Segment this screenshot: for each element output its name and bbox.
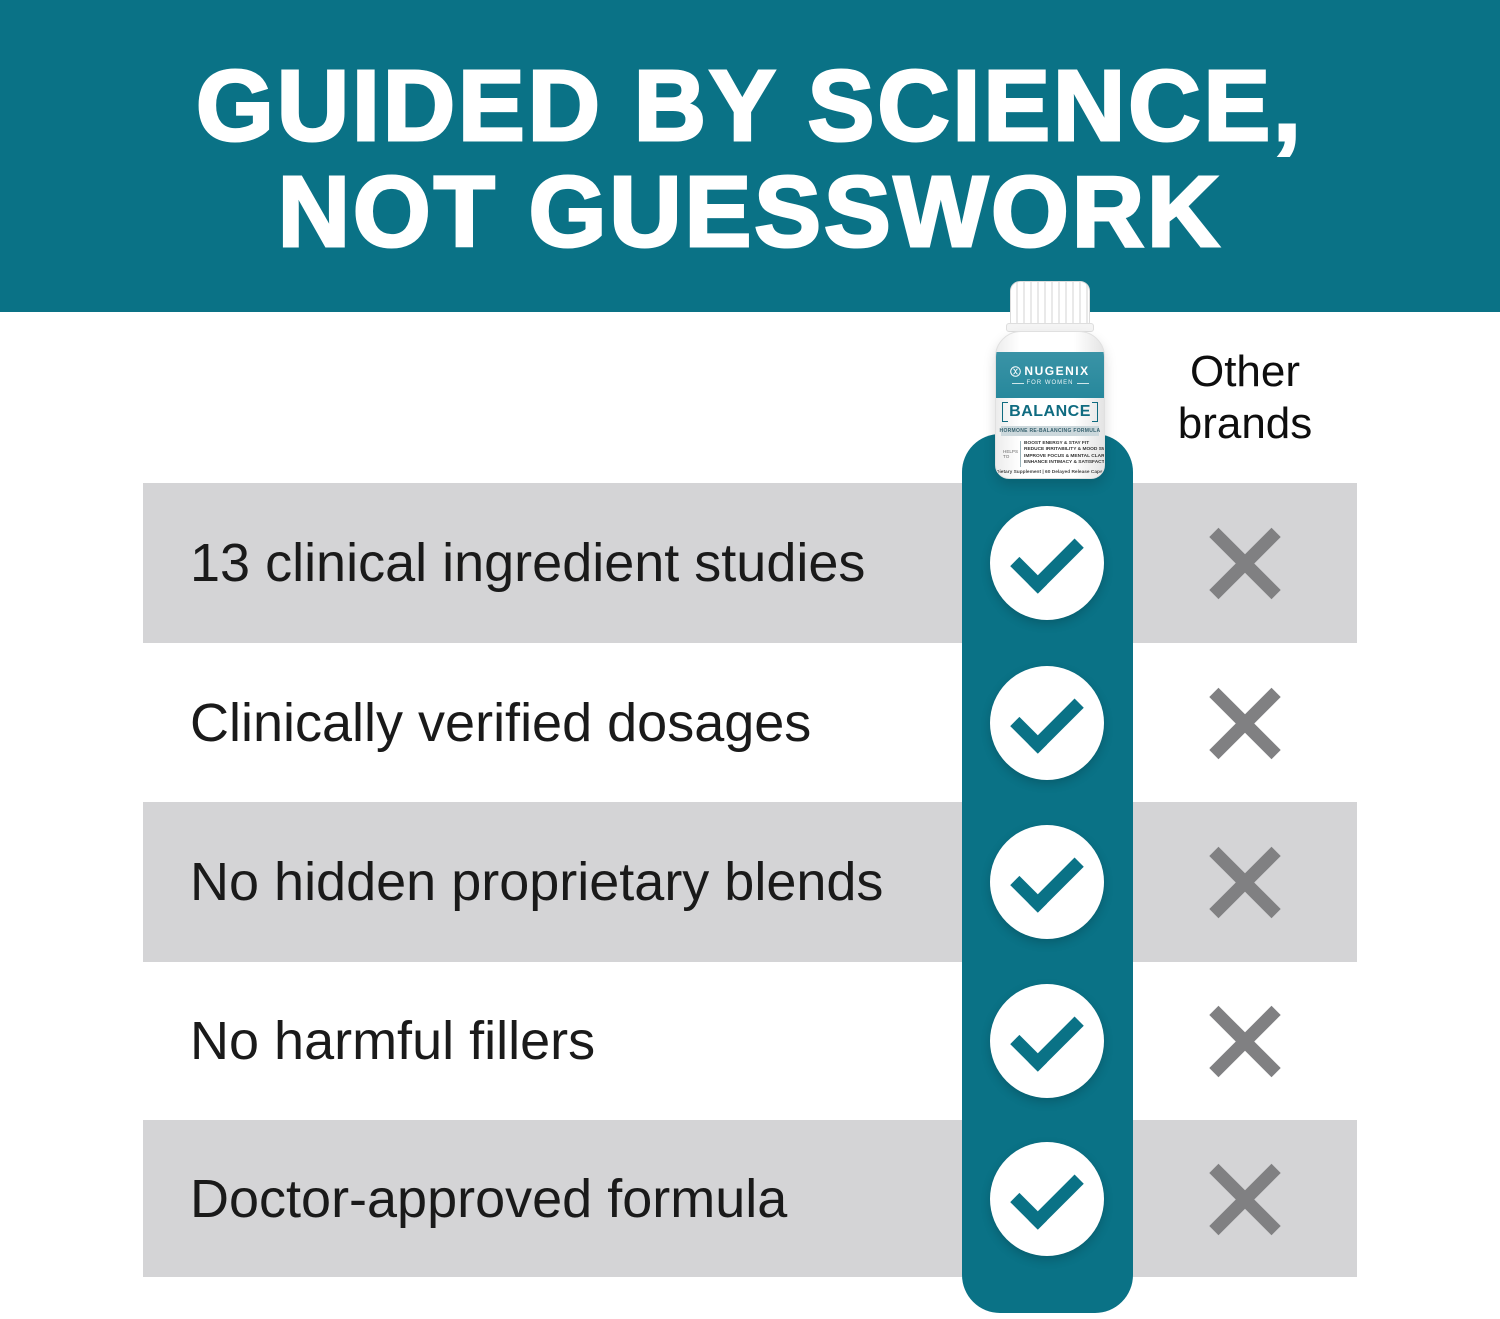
x-icon [1213,1167,1277,1231]
comparison-row: 13 clinical ingredient studies [143,483,1357,643]
nugenix-logo-icon [1010,365,1022,377]
supplement-facts-line: Dietary Supplement | 60 Delayed Release … [996,470,1105,475]
benefit-item: ENHANCE INTIMACY & SATISFACTION [1024,460,1105,466]
row-label: 13 clinical ingredient studies [190,533,866,593]
bottle-body: NUGENIX FOR WOMEN BALANCE HORMONE RE-BAL… [995,331,1105,479]
tick-glyph [1010,997,1084,1072]
x-icon [1213,691,1277,755]
dash-decoration [1076,382,1089,384]
headline-line-2: NOT GUESSWORK [276,156,1223,268]
benefit-item: REDUCE IRRITABILITY & MOOD SWINGS [1024,447,1104,453]
other-brands-label: Other brands [1177,347,1313,448]
tick-glyph [1010,838,1084,913]
product-bottle: NUGENIX FOR WOMEN BALANCE HORMONE RE-BAL… [995,281,1105,479]
row-label: Clinically verified dosages [190,692,812,753]
tick-glyph [1010,519,1084,594]
row-label: Doctor-approved formula [190,1168,788,1229]
comparison-row: No harmful fillers [143,962,1357,1120]
dash-decoration [1011,382,1024,384]
row-label: No hidden proprietary blends [190,852,884,912]
benefit-item: IMPROVE FOCUS & MENTAL CLARITY [1024,453,1105,459]
benefit-item: BOOST ENERGY & STAY FIT [1024,441,1090,446]
header-banner: GUIDED BY SCIENCE, NOT GUESSWORK [0,0,1500,312]
sub-brand-text: FOR WOMEN [1026,380,1074,386]
headline-line-1: GUIDED BY SCIENCE, [195,50,1304,162]
x-icon [1213,1009,1277,1073]
benefits-block: HELPS TO BOOST ENERGY & STAY FIT REDUCE … [1003,441,1104,467]
x-icon [1213,531,1277,595]
bottle-cap [1010,281,1090,325]
product-name: BALANCE [996,402,1104,422]
product-name-text: BALANCE [1002,402,1098,422]
sub-brand: FOR WOMEN [1011,380,1089,386]
tick-glyph [1010,679,1084,754]
row-label: No harmful fillers [190,1011,596,1071]
check-icon [990,506,1104,620]
brand-name: NUGENIX [1024,364,1090,378]
tick-glyph [1010,1155,1084,1230]
check-icon [990,1142,1104,1256]
check-icon [990,825,1104,939]
comparison-row: Clinically verified dosages [143,643,1357,802]
check-icon [990,666,1104,780]
check-icon [990,984,1104,1098]
comparison-row: Doctor-approved formula [143,1120,1357,1277]
bottle-label-band: NUGENIX FOR WOMEN [996,352,1104,398]
product-tagline: HORMONE RE-BALANCING FORMULA [999,426,1101,436]
x-icon [1213,850,1277,914]
comparison-row: No hidden proprietary blends [143,802,1357,962]
helps-to-label: HELPS TO [1003,448,1019,459]
